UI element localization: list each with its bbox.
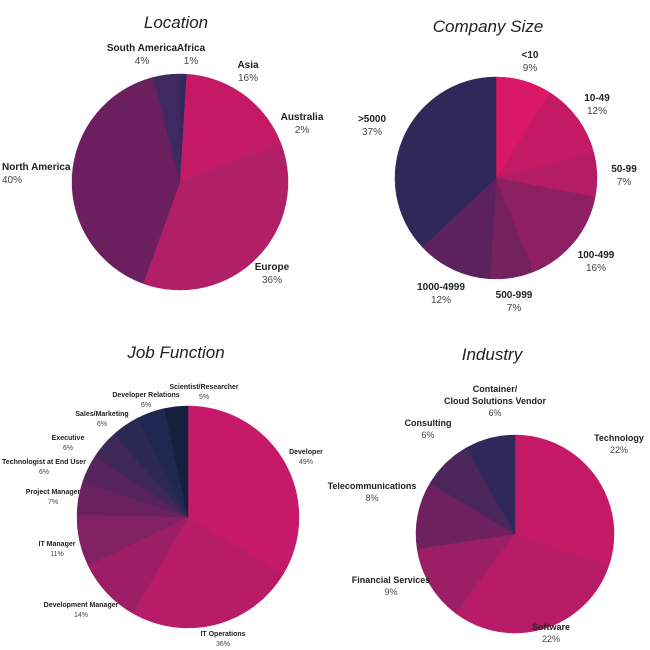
pie-slice-100-499 xyxy=(495,177,596,273)
slice-label: <10 xyxy=(522,50,539,61)
slice-label: Development Manager xyxy=(44,602,119,609)
pie-slice-software xyxy=(455,533,610,634)
slice-label: 50-99 xyxy=(611,164,637,175)
chart-title: Job Function xyxy=(126,343,224,362)
pie-slice-telecommunications xyxy=(415,482,516,550)
slice-label: Technologist at End User xyxy=(2,459,86,466)
slice-percent-label: 14% xyxy=(74,612,88,619)
pie-slice-developer xyxy=(187,405,300,575)
slice-percent-label: 6% xyxy=(97,421,107,428)
slice-label: Software xyxy=(532,622,570,632)
pie-chart-location: Location Africa 1% Asia 16% Australia 2% Europe… xyxy=(2,13,324,291)
slice-label: 1000-4999 xyxy=(417,282,465,293)
slice-label: North America xyxy=(2,162,71,173)
pie-slice-10-49 xyxy=(495,92,595,179)
slice-percent-label: 40% xyxy=(2,175,22,186)
slice-label: Developer Relations xyxy=(112,392,179,399)
slice-percent-label: 12% xyxy=(431,295,451,306)
pie-slice-north-america xyxy=(71,77,181,284)
pie-chart-company-size: Company Size <10 9% 10-49 12% 50-99 7% 100-499 1… xyxy=(358,17,637,314)
slice-label: Asia xyxy=(237,60,259,71)
slice-percent-label: 16% xyxy=(586,263,606,274)
slice-percent-label: 7% xyxy=(48,499,58,506)
slice-label: Cloud Solutions Vendor xyxy=(444,396,546,406)
slice-label: Container/ xyxy=(473,384,518,394)
pie-slice-south-america xyxy=(152,73,181,183)
slice-label: >5000 xyxy=(358,114,387,125)
slice-label: 10-49 xyxy=(584,93,610,104)
slice-label: Telecommunications xyxy=(328,481,417,491)
pie-slice-it-operations xyxy=(132,516,284,629)
slice-percent-label: 22% xyxy=(610,445,628,455)
slice-percent-label: 36% xyxy=(216,641,230,648)
slice-percent-label: 6% xyxy=(488,408,501,418)
slice-label: Sales/Marketing xyxy=(75,411,128,418)
slice-label: IT Manager xyxy=(39,541,76,548)
pie-chart-industry: Industry Technology 22% Software 22% Financia… xyxy=(328,345,644,644)
slice-percent-label: 36% xyxy=(262,275,282,286)
pie-slice-scientist-researcher xyxy=(164,405,189,518)
slice-percent-label: 11% xyxy=(50,551,64,558)
slice-percent-label: 4% xyxy=(135,56,150,67)
slice-percent-label: 49% xyxy=(299,459,313,466)
slice-label: Project Manager xyxy=(26,489,81,496)
slice-percent-label: 6% xyxy=(63,445,73,452)
pie-slice-asia xyxy=(179,73,276,183)
pie-chart-job-function: Job Function Developer 49% IT Operations 36%… xyxy=(2,343,323,648)
slice-percent-label: 7% xyxy=(617,177,632,188)
slice-label: Europe xyxy=(255,262,290,273)
slice-percent-label: 12% xyxy=(587,106,607,117)
slice-label: Scientist/Researcher xyxy=(169,384,239,391)
slice-label: Australia xyxy=(281,112,324,123)
slice-label: IT Operations xyxy=(200,631,245,638)
chart-title: Location xyxy=(144,13,208,32)
pie-slice-5000 xyxy=(394,76,497,248)
slice-percent-label: 7% xyxy=(507,303,522,314)
slice-percent-label: 1% xyxy=(184,56,199,67)
slice-label: 500-999 xyxy=(496,290,533,301)
slice-percent-label: 6% xyxy=(39,469,49,476)
slice-percent-label: 37% xyxy=(362,127,382,138)
slice-percent-label: 22% xyxy=(542,634,560,644)
slice-label: 100-499 xyxy=(578,250,615,261)
slice-label: Africa xyxy=(177,43,206,54)
slice-label: South America xyxy=(107,43,178,54)
slice-label: Technology xyxy=(594,433,644,443)
pie-slice-technology xyxy=(514,434,615,566)
slice-percent-label: 9% xyxy=(384,587,397,597)
slice-label: Consulting xyxy=(405,418,452,428)
slice-label: Financial Services xyxy=(352,575,431,585)
pie-slice-1000-4999 xyxy=(422,177,497,280)
slice-percent-label: 6% xyxy=(141,402,151,409)
slice-label: Executive xyxy=(52,435,85,442)
slice-percent-label: 16% xyxy=(238,73,258,84)
chart-title: Company Size xyxy=(433,17,544,36)
pie-slice-financial-services xyxy=(416,533,516,614)
slice-label: Developer xyxy=(289,449,323,456)
slice-percent-label: 2% xyxy=(295,125,310,136)
pie-slice-container-cloud-solutions-vendor xyxy=(465,434,516,535)
slice-percent-label: 9% xyxy=(523,63,538,74)
chart-title: Industry xyxy=(462,345,524,364)
slice-percent-label: 6% xyxy=(421,430,434,440)
pie-slice-europe xyxy=(142,143,289,291)
slice-percent-label: 5% xyxy=(199,394,209,401)
slice-percent-label: 8% xyxy=(365,493,378,503)
